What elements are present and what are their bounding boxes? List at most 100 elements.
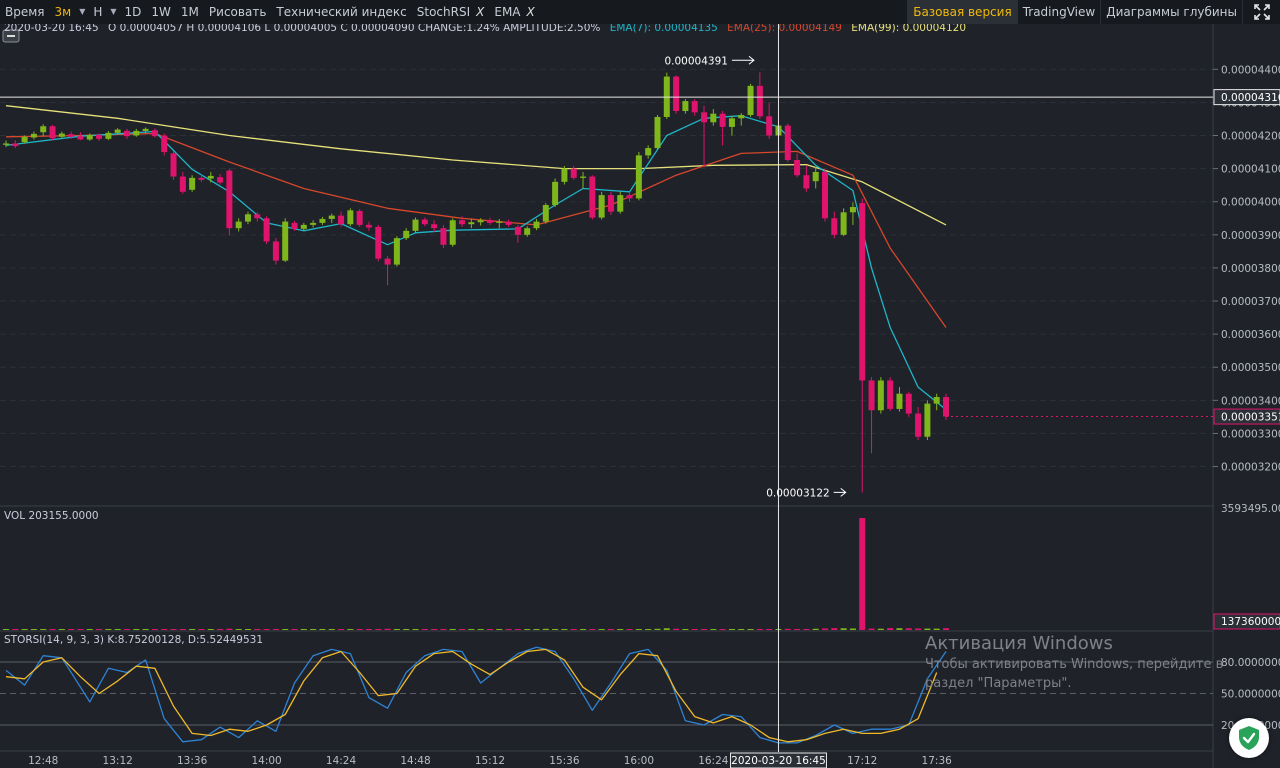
candle-up — [30, 133, 37, 138]
interval-caret-icon[interactable]: ▼ — [79, 7, 86, 16]
candle-down — [96, 134, 103, 139]
ema-indicator-tag[interactable]: EMA X — [489, 0, 539, 24]
candle-up — [896, 393, 903, 409]
volume-axis-max-label: 3593495.00 — [1221, 503, 1280, 515]
candle-down — [701, 112, 708, 123]
interval-1w[interactable]: 1W — [151, 5, 171, 19]
interval-3m[interactable]: 3м — [54, 5, 72, 19]
candle-down — [440, 228, 447, 245]
ema25-path — [5, 132, 947, 328]
candlestick-chart[interactable]: 0.000044000.000043000.000042000.00004100… — [0, 24, 1280, 768]
candle-down — [887, 380, 894, 409]
candle-up — [542, 205, 549, 222]
stochrsi-indicator-tag[interactable]: StochRSI X — [412, 0, 490, 24]
candle-down — [691, 101, 698, 113]
volume-bar — [524, 629, 531, 630]
volume-last-box — [1213, 613, 1280, 630]
fullscreen-icon[interactable] — [1242, 0, 1280, 24]
volume-bar — [710, 629, 717, 630]
volume-bar — [365, 629, 372, 630]
candle-up — [598, 195, 605, 218]
volume-bar — [542, 628, 549, 630]
draw-menu[interactable]: Рисовать — [208, 5, 267, 19]
candle-down — [421, 219, 428, 225]
candle-up — [393, 238, 400, 265]
candle-down — [766, 116, 773, 136]
volume-bar — [691, 629, 698, 630]
interval-1m[interactable]: 1M — [180, 5, 199, 19]
price-tick-label: 0.00004400 — [1221, 64, 1280, 76]
candle-up — [645, 148, 652, 156]
ema-label: EMA — [494, 5, 521, 19]
volume-bar — [198, 629, 205, 630]
basic-version-tab[interactable]: Базовая версия — [907, 0, 1017, 24]
candle-down — [375, 226, 382, 259]
volume-bar — [738, 629, 745, 630]
candle-up — [319, 218, 326, 223]
candle-up — [412, 219, 419, 231]
depth-chart-tab[interactable]: Диаграммы глубины — [1100, 0, 1242, 24]
crosshair: 0.00004316 2020-03-20 16:45 0.00003351 — [0, 24, 1280, 768]
candle-down — [151, 130, 158, 137]
volume-bar — [207, 629, 214, 630]
candle-down — [170, 153, 177, 177]
volume-bar — [905, 628, 912, 630]
volume-bar — [30, 629, 37, 630]
candle-up — [403, 230, 410, 239]
time-tick-label: 14:48 — [400, 755, 430, 767]
volume-bar — [133, 629, 140, 630]
ema25-line — [5, 132, 947, 328]
volume-bar — [421, 629, 428, 630]
volume-bar — [77, 629, 84, 630]
volume-bar — [607, 629, 614, 630]
price-tick-label: 0.00003800 — [1221, 263, 1280, 275]
ema99-path — [5, 105, 947, 226]
candle-up — [477, 220, 484, 223]
candle-down — [77, 136, 84, 140]
volume-bar — [96, 629, 103, 630]
ema-close-icon[interactable]: X — [526, 5, 535, 19]
volume-bar — [840, 628, 847, 630]
volume-bar — [58, 629, 65, 630]
price-tick-label: 0.00003700 — [1221, 296, 1280, 308]
volume-bar — [477, 629, 484, 630]
price-tick-label: 0.00004200 — [1221, 131, 1280, 143]
candle-down — [719, 113, 726, 127]
candle-up — [244, 214, 251, 222]
candle-up — [728, 118, 735, 127]
volume-bar — [3, 629, 9, 630]
candle-down — [338, 215, 345, 225]
volume-bar — [123, 629, 130, 630]
stochrsi-close-icon[interactable]: X — [476, 5, 485, 19]
price-tick-label: 0.00003900 — [1221, 230, 1280, 242]
time-tick-label: 13:12 — [103, 755, 133, 767]
security-shield-button[interactable] — [1229, 718, 1269, 758]
volume-bar — [877, 628, 884, 630]
candle-up — [3, 143, 9, 145]
volume-bar — [170, 629, 177, 630]
low-marker-arrow — [833, 487, 847, 497]
volume-bar — [794, 629, 801, 630]
time-menu[interactable]: Время — [5, 5, 45, 19]
candle-up — [496, 221, 503, 223]
interval-h-caret-icon[interactable]: ▼ — [110, 7, 117, 16]
volume-bar — [645, 629, 652, 630]
low-price-marker: 0.00003122 — [766, 487, 829, 499]
price-axis-background — [1213, 24, 1280, 768]
candle-down — [384, 258, 391, 265]
volume-bar — [505, 629, 512, 630]
volume-bar — [189, 629, 196, 630]
volume-bar — [617, 629, 624, 630]
candle-up — [877, 380, 884, 411]
volume-bar — [459, 629, 466, 630]
candle-up — [635, 155, 642, 199]
interval-1d[interactable]: 1D — [124, 5, 142, 19]
candle-up — [142, 128, 149, 131]
tradingview-tab[interactable]: TradingView — [1016, 0, 1101, 24]
volume-bar — [12, 629, 19, 630]
volume-bar — [812, 628, 819, 630]
technical-index-menu[interactable]: Технический индекс — [276, 5, 407, 19]
candle-up — [133, 130, 140, 136]
interval-h[interactable]: Н — [93, 5, 103, 19]
volume-bar — [68, 629, 75, 630]
